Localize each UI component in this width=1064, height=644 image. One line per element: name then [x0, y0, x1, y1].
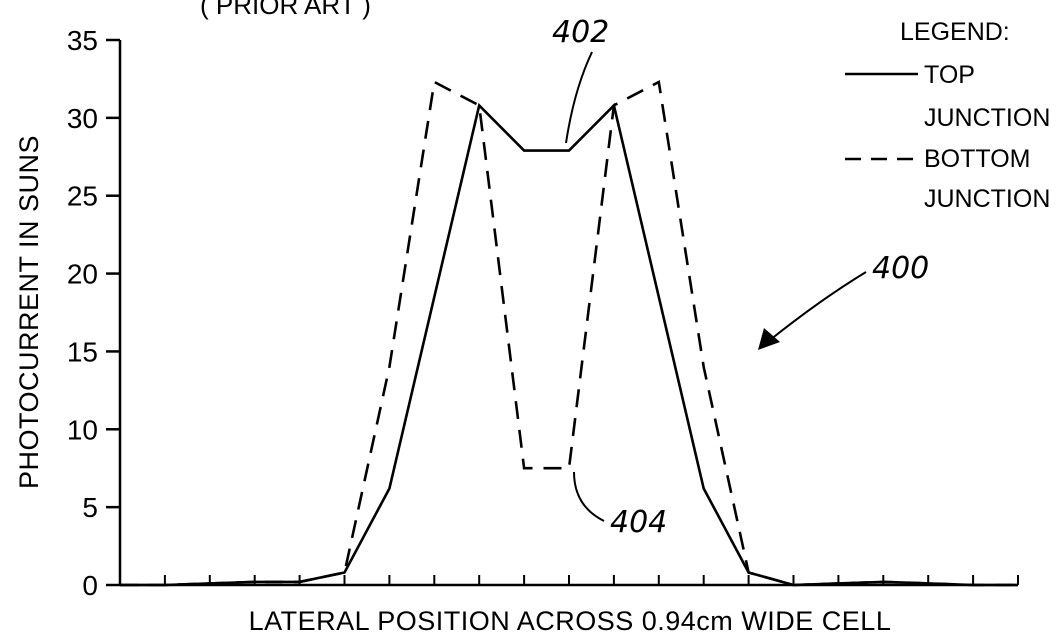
- x-ticks: [119, 575, 1019, 585]
- series-line-top-junction: [120, 102, 1018, 587]
- annotation-402: 402: [552, 15, 609, 50]
- y-tick-label-5: 5: [82, 492, 98, 523]
- y-axis-label: PHOTOCURRENT IN SUNS: [14, 135, 44, 489]
- y-tick-label-25: 25: [67, 181, 98, 212]
- y-ticks: 0 5 10 15 20 25 30 35: [67, 25, 120, 601]
- y-tick-label-20: 20: [67, 259, 98, 290]
- leader-400: [769, 271, 867, 341]
- y-tick-label-15: 15: [67, 336, 98, 367]
- series-line-bottom-junction: [120, 80, 1018, 587]
- y-tick-label-30: 30: [67, 103, 98, 134]
- annotations: 402 404 400: [552, 15, 929, 540]
- prior-art-header: ( PRIOR ART ): [200, 0, 371, 20]
- x-axis-label: LATERAL POSITION ACROSS 0.94cm WIDE CELL: [249, 606, 892, 636]
- legend-entry-bottom: BOTTOM: [924, 145, 1030, 173]
- y-tick-label-10: 10: [67, 414, 98, 445]
- legend: LEGEND: TOP JUNCTION BOTTOM JUNCTION: [845, 18, 1050, 213]
- legend-entry-bottom-junction: JUNCTION: [924, 185, 1050, 213]
- y-tick-label-35: 35: [67, 25, 98, 56]
- legend-title: LEGEND:: [900, 18, 1010, 46]
- legend-entry-top: TOP: [924, 61, 975, 89]
- leader-402: [565, 51, 593, 144]
- leader-404: [573, 471, 605, 522]
- annotation-404: 404: [610, 505, 667, 540]
- arrowhead-400: [758, 328, 780, 350]
- annotation-400: 400: [872, 251, 929, 286]
- legend-entry-top-junction: JUNCTION: [924, 104, 1050, 132]
- series-layer: [120, 80, 1018, 587]
- y-tick-label-0: 0: [82, 570, 98, 601]
